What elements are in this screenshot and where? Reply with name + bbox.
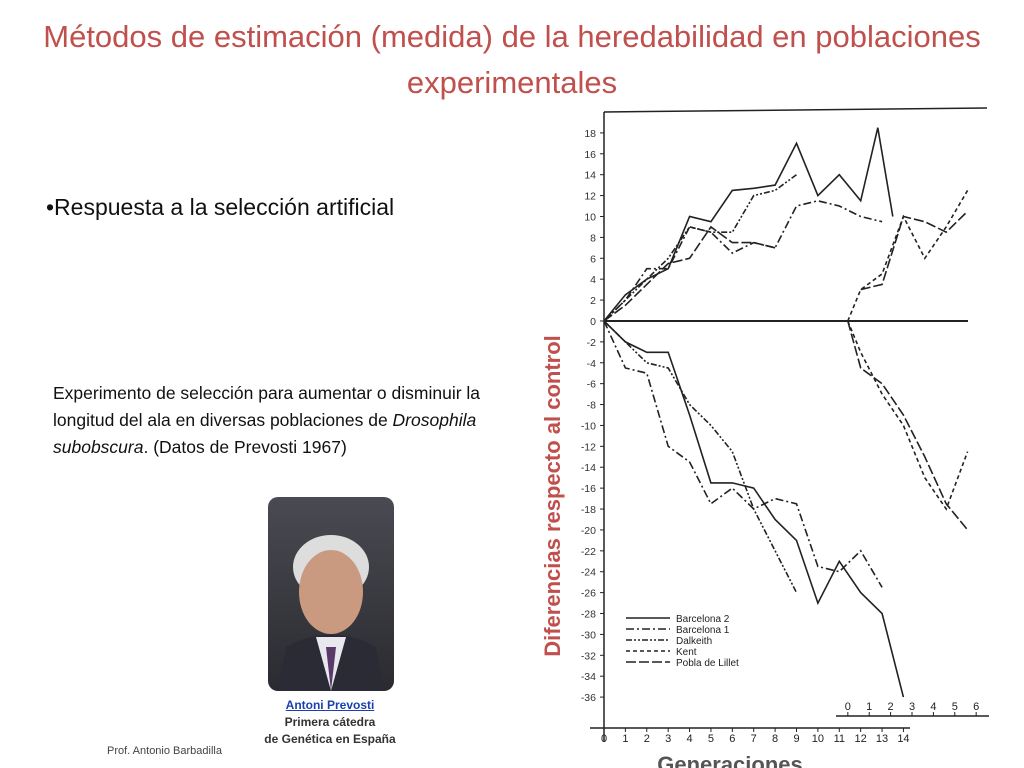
y-tick-label: -12: [581, 441, 596, 453]
x-tick-label: 12: [855, 733, 867, 745]
x-tick-label: 4: [686, 733, 692, 745]
bullet: •Respuesta a la selección artificial: [46, 194, 395, 220]
x-tick-label: 5: [708, 733, 714, 745]
legend-label: Kent: [676, 647, 697, 658]
y-tick-label: -24: [581, 567, 596, 579]
y-tick-label: 16: [584, 149, 596, 161]
x2-tick-label: 3: [909, 701, 915, 713]
slide-title: Métodos de estimación (medida) de la her…: [43, 19, 981, 100]
portrait: [278, 535, 384, 691]
x2-tick-label: 6: [973, 701, 979, 713]
x-tick-label: 8: [772, 733, 778, 745]
y-tick-label: 4: [590, 274, 596, 286]
y-tick-label: -28: [581, 609, 596, 621]
y-tick-label: 10: [584, 211, 596, 223]
y-tick-label: -14: [581, 462, 596, 474]
y-tick-label: -6: [587, 379, 596, 391]
footer: Prof. Antonio Barbadilla: [107, 745, 222, 757]
x-axis-label: Generaciones: [657, 752, 803, 768]
series-line: [603, 174, 798, 593]
series-line: [603, 127, 905, 698]
description-text: Drosophila subobscura: [53, 410, 477, 457]
series-line: [847, 189, 969, 511]
y-tick-label: -26: [581, 588, 596, 600]
legend-label: Pobla de Lillet: [676, 658, 739, 669]
y-tick-label: 8: [590, 232, 596, 244]
x-tick-label: 1: [622, 733, 628, 745]
x2-tick-label: 0: [845, 701, 851, 713]
x-tick-label: 2: [644, 733, 650, 745]
caption-line: Primera cátedra: [284, 715, 376, 729]
y-tick-label: -18: [581, 504, 596, 516]
y-tick-label: -22: [581, 546, 596, 558]
series-line: [603, 210, 969, 531]
y-tick-label: -10: [581, 420, 596, 432]
y-tick-label: -16: [581, 483, 596, 495]
y-tick-label: -32: [581, 650, 596, 662]
series-line: [603, 199, 883, 588]
description: Experimento de selección para aumentar o…: [53, 380, 493, 461]
x2-tick-label: 4: [930, 701, 936, 713]
x2-tick-label: 1: [866, 701, 872, 713]
y-tick-label: -36: [581, 692, 596, 704]
caption-line: de Genética en España: [264, 732, 396, 746]
y-axis-label: Diferencias respecto al control: [540, 335, 565, 657]
x-tick-label: 13: [876, 733, 888, 745]
legend-label: Barcelona 2: [676, 614, 730, 625]
photo-caption: Antoni Prevosti Primera cátedra de Genét…: [240, 697, 420, 748]
x-tick-label: 10: [812, 733, 824, 745]
description-text: Experimento de selección para aumentar o…: [53, 383, 481, 430]
x-tick-label: 7: [751, 733, 757, 745]
y-tick-label: 18: [584, 128, 596, 140]
x2-tick-label: 2: [888, 701, 894, 713]
x-tick-label: 0: [601, 733, 607, 745]
y-tick-label: 2: [590, 295, 596, 307]
description-text: . (Datos de Prevosti 1967): [143, 437, 347, 457]
y-tick-label: -34: [581, 671, 596, 683]
x-tick-label: 9: [793, 733, 799, 745]
y-tick-label: -2: [587, 337, 596, 349]
x-tick-label: 11: [834, 733, 845, 745]
legend-label: Barcelona 1: [676, 625, 730, 636]
caption-link[interactable]: Antoni Prevosti: [285, 698, 375, 712]
y-tick-label: 0: [590, 316, 596, 328]
y-tick-label: -8: [587, 400, 596, 412]
x-tick-label: 3: [665, 733, 671, 745]
y-tick-label: 12: [584, 191, 596, 203]
photo: [268, 497, 394, 691]
frame-top: [603, 107, 988, 113]
y-tick-label: -30: [581, 629, 596, 641]
y-tick-label: -4: [587, 358, 596, 370]
y-tick-label: 14: [584, 170, 596, 182]
y-tick-label: -20: [581, 525, 596, 537]
x-tick-label: 14: [897, 733, 909, 745]
x2-tick-label: 5: [952, 701, 958, 713]
legend-label: Dalkeith: [676, 636, 712, 647]
y-tick-label: 6: [590, 253, 596, 265]
x-tick-label: 6: [729, 733, 735, 745]
